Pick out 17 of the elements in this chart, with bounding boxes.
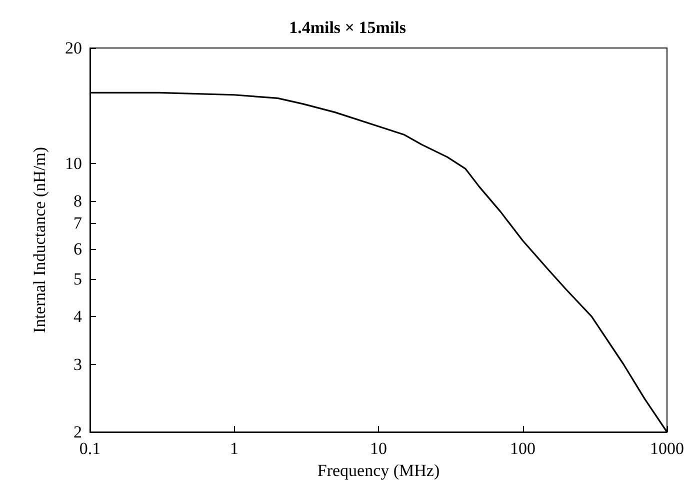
y-tick-label: 4: [74, 306, 82, 326]
chart-title: 1.4mils × 15mils: [289, 18, 406, 37]
x-tick-label: 1000: [650, 439, 684, 458]
x-tick-label: 10: [370, 439, 387, 458]
x-tick-label: 0.1: [79, 439, 101, 458]
y-tick-label: 3: [74, 354, 82, 374]
y-tick-label: 5: [74, 270, 82, 289]
x-tick-label: 1: [230, 439, 238, 458]
y-tick-label: 20: [65, 38, 82, 58]
y-tick-label: 2: [74, 422, 82, 442]
y-tick-label: 6: [74, 239, 82, 258]
y-axis-title: Internal Inductance (nH/m): [30, 147, 49, 333]
x-tick-label: 100: [510, 439, 536, 458]
y-tick-label: 8: [74, 191, 82, 210]
y-tick-label: 10: [65, 154, 82, 174]
x-axis-title: Frequency (MHz): [317, 460, 440, 480]
y-tick-label: 7: [74, 214, 82, 233]
